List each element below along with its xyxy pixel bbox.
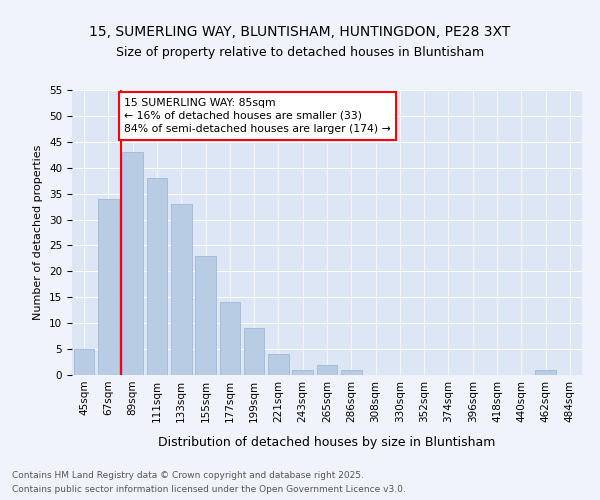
Bar xyxy=(146,178,167,375)
Bar xyxy=(535,370,556,375)
Bar xyxy=(98,199,119,375)
Text: 15, SUMERLING WAY, BLUNTISHAM, HUNTINGDON, PE28 3XT: 15, SUMERLING WAY, BLUNTISHAM, HUNTINGDO… xyxy=(89,26,511,40)
Text: Contains public sector information licensed under the Open Government Licence v3: Contains public sector information licen… xyxy=(12,484,406,494)
Bar xyxy=(341,370,362,375)
Bar xyxy=(268,354,289,375)
Bar xyxy=(244,328,265,375)
Y-axis label: Number of detached properties: Number of detached properties xyxy=(34,145,43,320)
Text: Size of property relative to detached houses in Bluntisham: Size of property relative to detached ho… xyxy=(116,46,484,59)
Text: 15 SUMERLING WAY: 85sqm
← 16% of detached houses are smaller (33)
84% of semi-de: 15 SUMERLING WAY: 85sqm ← 16% of detache… xyxy=(124,98,391,134)
Text: Distribution of detached houses by size in Bluntisham: Distribution of detached houses by size … xyxy=(158,436,496,449)
Text: Contains HM Land Registry data © Crown copyright and database right 2025.: Contains HM Land Registry data © Crown c… xyxy=(12,472,364,480)
Bar xyxy=(122,152,143,375)
Bar xyxy=(317,364,337,375)
Bar xyxy=(292,370,313,375)
Bar xyxy=(195,256,216,375)
Bar xyxy=(74,349,94,375)
Bar xyxy=(220,302,240,375)
Bar xyxy=(171,204,191,375)
